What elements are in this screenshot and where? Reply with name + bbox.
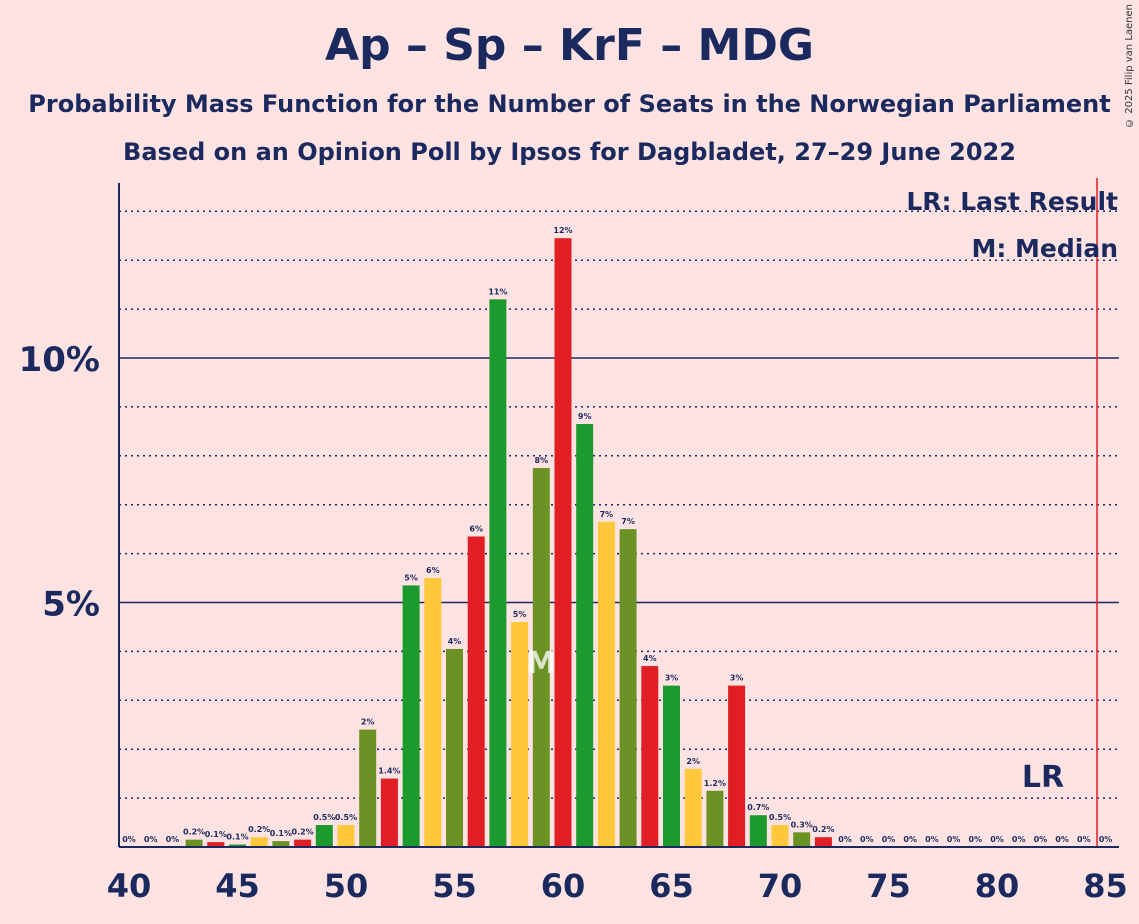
- bar-value-label: 0%: [969, 835, 983, 844]
- bar-seat-60: [554, 238, 572, 847]
- bar-seat-43: [185, 839, 203, 847]
- bar-seat-55: [446, 648, 463, 847]
- bar-seat-56: [467, 536, 485, 847]
- bar-value-label: 0%: [1099, 835, 1113, 844]
- bar-value-label: 6%: [426, 566, 440, 575]
- bar-value-label: 6%: [469, 524, 483, 533]
- legend-last-result: LR: Last Result: [906, 187, 1118, 216]
- bar-value-label: 11%: [488, 287, 507, 296]
- bar-value-label: 7%: [621, 517, 635, 526]
- x-tick-label: 70: [758, 867, 803, 905]
- bar-value-label: 0.2%: [248, 825, 270, 834]
- bar-value-label: 0.5%: [769, 813, 791, 822]
- bar-seat-51: [359, 729, 377, 847]
- bar-value-label: 7%: [600, 510, 614, 519]
- bar-value-label: 0%: [166, 835, 180, 844]
- bar-value-label: 0%: [122, 835, 136, 844]
- x-tick-label: 50: [324, 867, 369, 905]
- bar-value-label: 1.2%: [704, 779, 726, 788]
- bar-value-label: 0.1%: [226, 833, 248, 842]
- bar-seat-49: [315, 824, 333, 847]
- x-tick-label: 75: [866, 867, 911, 905]
- x-tick-label: 65: [649, 867, 694, 905]
- bar-value-label: 8%: [535, 456, 549, 465]
- bar-value-label: 1.4%: [378, 767, 400, 776]
- bar-value-label: 0%: [1055, 835, 1069, 844]
- x-tick-label: 55: [432, 867, 477, 905]
- bar-seat-45: [229, 844, 246, 847]
- bar-value-label: 0.5%: [335, 813, 357, 822]
- bar-value-label: 0.2%: [812, 825, 834, 834]
- bar-seat-48: [294, 839, 312, 847]
- bar-value-label: 0%: [903, 835, 917, 844]
- chart-subtitle-2: Based on an Opinion Poll by Ipsos for Da…: [123, 138, 1016, 166]
- x-tick-label: 60: [541, 867, 586, 905]
- bar-seat-46: [250, 837, 268, 847]
- bar-seat-50: [337, 824, 355, 847]
- bar-value-label: 0%: [1034, 835, 1048, 844]
- bar-value-label: 5%: [404, 573, 418, 582]
- bar-value-label: 0%: [1012, 835, 1026, 844]
- bar-seat-54: [424, 578, 442, 847]
- bar-value-label: 9%: [578, 412, 592, 421]
- bar-seat-59: [532, 468, 550, 847]
- bar-value-label: 0.2%: [183, 828, 205, 837]
- bar-seat-61: [576, 424, 594, 847]
- bar-value-label: 0.5%: [313, 813, 335, 822]
- x-tick-label: 45: [215, 867, 260, 905]
- x-tick-label: 80: [975, 867, 1020, 905]
- bar-value-label: 0%: [882, 835, 896, 844]
- median-marker: M: [526, 646, 556, 681]
- bar-value-label: 4%: [643, 654, 657, 663]
- bar-seat-70: [771, 824, 789, 847]
- bar-seat-47: [272, 841, 290, 847]
- bar-seat-62: [597, 521, 615, 847]
- bar-value-label: 3%: [730, 674, 744, 683]
- bar-seat-69: [749, 815, 767, 847]
- x-tick-label: 40: [107, 867, 152, 905]
- bar-value-label: 0.1%: [205, 830, 227, 839]
- bar-seat-63: [619, 529, 637, 847]
- bar-value-label: 0%: [990, 835, 1004, 844]
- bar-seat-44: [207, 842, 225, 847]
- chart-subtitle-1: Probability Mass Function for the Number…: [28, 90, 1111, 118]
- bar-seat-58: [511, 622, 529, 847]
- bar-seat-52: [380, 778, 398, 847]
- bar-value-label: 0%: [860, 835, 874, 844]
- bar-seat-72: [814, 837, 832, 847]
- bar-value-label: 2%: [686, 757, 700, 766]
- bar-seat-66: [684, 768, 702, 847]
- y-tick-label: 10%: [19, 340, 100, 380]
- bar-value-label: 5%: [513, 610, 527, 619]
- bar-value-label: 0%: [925, 835, 939, 844]
- bar-value-label: 0%: [1077, 835, 1091, 844]
- bar-value-label: 0%: [947, 835, 961, 844]
- y-tick-label: 5%: [42, 585, 100, 625]
- bar-seat-71: [793, 832, 811, 847]
- bar-value-label: 3%: [665, 674, 679, 683]
- x-tick-label: 85: [1083, 867, 1128, 905]
- bar-value-label: 0%: [838, 835, 852, 844]
- bar-value-label: 2%: [361, 718, 375, 727]
- chart-title: Ap – Sp – KrF – MDG: [325, 20, 814, 71]
- bar-value-label: 0%: [144, 835, 158, 844]
- bar-seat-68: [728, 685, 746, 847]
- bar-seat-65: [663, 685, 680, 847]
- last-result-marker: LR: [1022, 760, 1064, 795]
- bar-seat-64: [641, 666, 659, 847]
- bar-value-label: 0.1%: [270, 829, 292, 838]
- legend-median: M: Median: [971, 234, 1118, 263]
- bar-seat-67: [706, 790, 724, 847]
- bar-value-label: 0.2%: [292, 828, 314, 837]
- bar-seat-57: [489, 299, 507, 847]
- bar-value-label: 0.7%: [747, 803, 769, 812]
- bar-value-label: 12%: [553, 226, 572, 235]
- bar-seat-53: [402, 585, 420, 847]
- bar-value-label: 4%: [448, 637, 462, 646]
- bar-value-label: 0.3%: [791, 820, 813, 829]
